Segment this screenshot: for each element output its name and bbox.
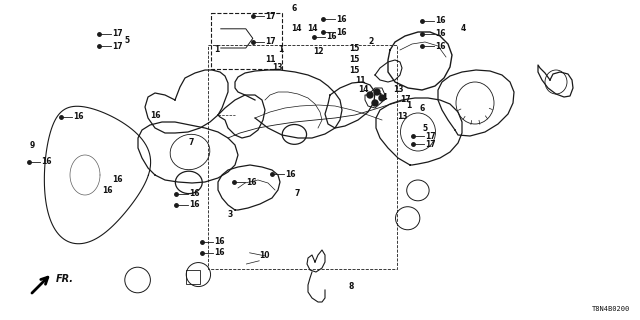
Text: 16: 16 (112, 175, 122, 184)
Text: 4: 4 (461, 24, 466, 33)
Text: 16: 16 (285, 170, 295, 179)
Text: 13: 13 (272, 63, 282, 72)
Text: 16: 16 (435, 42, 445, 51)
Text: 5: 5 (422, 124, 428, 132)
Text: 17: 17 (426, 140, 436, 148)
Text: 16: 16 (74, 112, 84, 121)
Text: 6: 6 (419, 104, 424, 113)
Text: 8: 8 (349, 282, 354, 291)
Text: 14: 14 (358, 85, 369, 94)
Bar (186, 270, 200, 284)
Text: 12: 12 (314, 47, 324, 56)
Text: 17: 17 (112, 29, 123, 38)
Text: 16: 16 (189, 200, 199, 209)
Text: 17: 17 (400, 95, 411, 104)
Text: 16: 16 (246, 178, 257, 187)
Text: 16: 16 (150, 111, 161, 120)
Text: 1: 1 (214, 45, 220, 54)
Text: 17: 17 (266, 37, 276, 46)
Text: 10: 10 (259, 252, 269, 260)
Text: 9: 9 (29, 141, 35, 150)
Circle shape (374, 89, 380, 95)
Text: 17: 17 (112, 42, 123, 51)
Text: 16: 16 (435, 29, 445, 38)
Text: 16: 16 (326, 32, 337, 41)
Text: 15: 15 (349, 55, 359, 64)
Text: 6: 6 (291, 4, 296, 12)
Text: 15: 15 (349, 44, 359, 52)
Text: 16: 16 (214, 248, 225, 257)
Text: 1: 1 (406, 101, 412, 110)
Text: 14: 14 (378, 93, 388, 102)
Bar (211, 13, 282, 69)
Text: 16: 16 (336, 28, 346, 36)
Text: T8N4B0200: T8N4B0200 (592, 306, 630, 312)
Text: 11: 11 (355, 76, 365, 84)
Text: 16: 16 (214, 237, 225, 246)
Text: 7: 7 (294, 189, 300, 198)
Text: 15: 15 (349, 66, 359, 75)
Circle shape (367, 92, 373, 98)
Text: 3: 3 (227, 210, 232, 219)
Text: 16: 16 (42, 157, 52, 166)
Text: 2: 2 (368, 37, 373, 46)
Text: 13: 13 (397, 112, 407, 121)
Text: 13: 13 (394, 85, 404, 94)
Text: 11: 11 (266, 55, 276, 64)
Text: 5: 5 (125, 36, 130, 44)
Text: 14: 14 (291, 24, 301, 33)
Text: 16: 16 (336, 15, 346, 24)
Circle shape (372, 100, 378, 106)
Text: 16: 16 (102, 186, 113, 195)
Text: FR.: FR. (56, 274, 74, 284)
Text: 7: 7 (189, 138, 194, 147)
Text: 14: 14 (307, 24, 317, 33)
Bar (208, 45, 397, 269)
Text: 16: 16 (435, 16, 445, 25)
Text: 17: 17 (266, 12, 276, 20)
Text: 1: 1 (278, 45, 284, 54)
Text: 17: 17 (426, 132, 436, 140)
Text: 16: 16 (189, 189, 199, 198)
Circle shape (379, 95, 385, 101)
